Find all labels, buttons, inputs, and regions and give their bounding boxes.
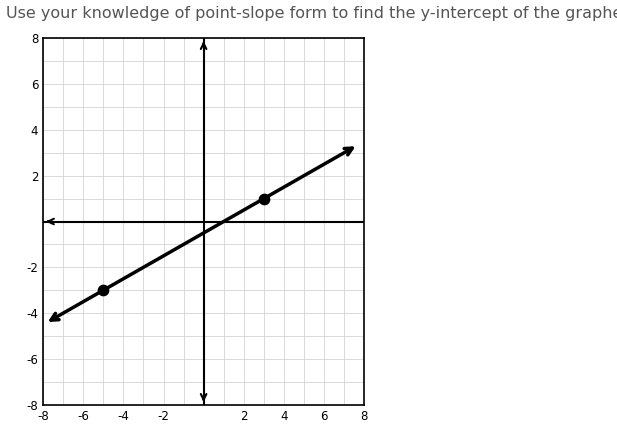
Text: Use your knowledge of point-slope form to find the y-intercept of the graphed li: Use your knowledge of point-slope form t… [6, 6, 617, 21]
Point [259, 195, 269, 202]
Point [98, 287, 109, 294]
